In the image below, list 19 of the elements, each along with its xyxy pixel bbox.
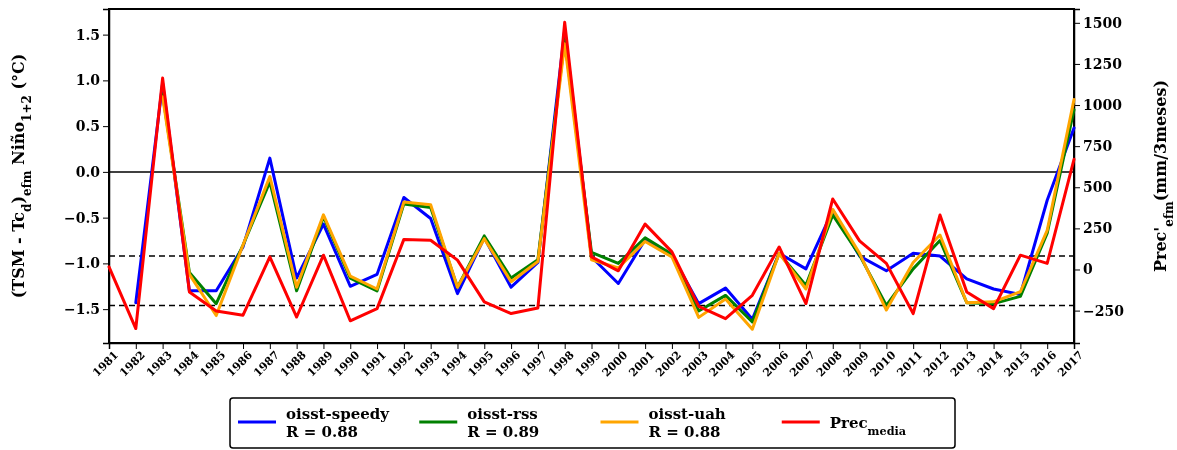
- y2-tick-label: 0: [1083, 261, 1093, 278]
- y2-tick-label: 1250: [1083, 55, 1123, 72]
- y2-tick-label: 750: [1083, 138, 1113, 155]
- y-tick-label: −0.5: [63, 209, 100, 226]
- legend-label: oisst-rss R = 0.89: [467, 405, 540, 442]
- y-tick-label: 1.5: [75, 26, 100, 43]
- y2-tick-label: 250: [1083, 220, 1113, 237]
- y-tick-label: −1.5: [63, 301, 100, 318]
- y2-tick-label: 1500: [1083, 14, 1123, 31]
- legend-label: oisst-uah R = 0.88: [648, 405, 726, 442]
- y2-tick-label: 1000: [1083, 97, 1123, 114]
- legend-label: oisst-speedy R = 0.88: [286, 405, 391, 442]
- y-tick-label: 0.5: [75, 118, 100, 135]
- y2-tick-label: −250: [1083, 302, 1125, 319]
- y-tick-label: 0.0: [75, 163, 101, 180]
- y-tick-label: −1.0: [63, 255, 101, 272]
- y2-tick-label: 500: [1083, 179, 1113, 196]
- legend-label: Prec$_{media}$: [829, 414, 907, 439]
- y-tick-label: 1.0: [75, 72, 101, 89]
